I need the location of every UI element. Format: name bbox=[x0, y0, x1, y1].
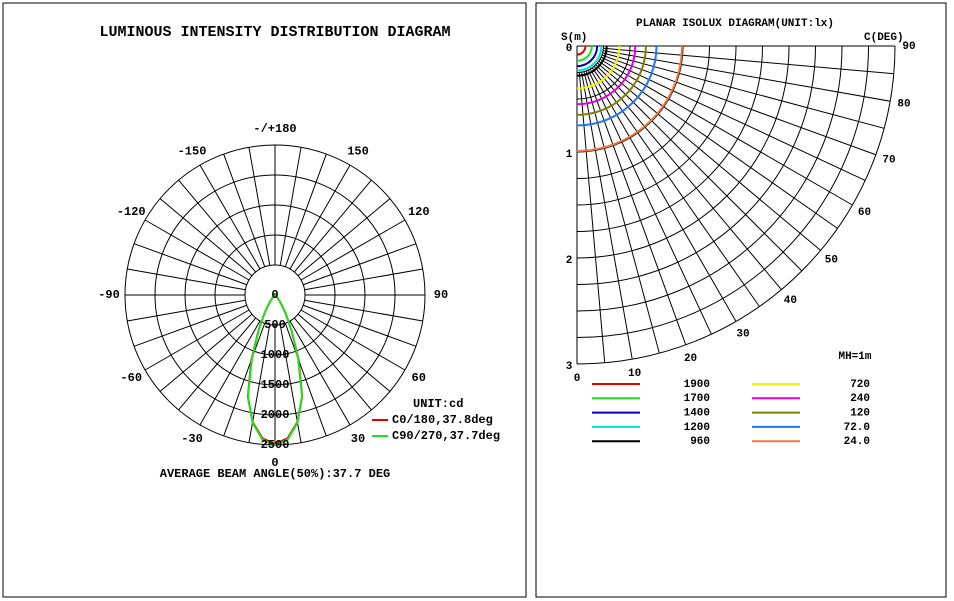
angle-tick-label: 50 bbox=[825, 254, 838, 266]
legend-label: 240 bbox=[850, 393, 870, 405]
legend-label: 24.0 bbox=[844, 436, 870, 448]
angle-tick-label: 20 bbox=[684, 353, 697, 365]
isolux-contour bbox=[576, 45, 637, 106]
spoke-grid-line bbox=[603, 47, 894, 75]
spoke-grid-line bbox=[593, 65, 782, 290]
ring-grid-line bbox=[576, 45, 896, 365]
legend-label: 1700 bbox=[684, 393, 710, 405]
angle-tick-label: 10 bbox=[628, 368, 641, 380]
legend-label: C0/180,37.8deg bbox=[392, 413, 493, 427]
spoke-grid-line bbox=[585, 70, 687, 345]
ring-grid-line bbox=[576, 45, 763, 232]
spoke-grid-line bbox=[600, 56, 866, 181]
angle-tick-label: 80 bbox=[897, 99, 910, 111]
isolux-contour bbox=[576, 45, 658, 127]
radial-tick-label: 500 bbox=[264, 318, 286, 332]
angle-tick-label: 0 bbox=[574, 373, 581, 385]
radial-tick-label: 1500 bbox=[261, 378, 290, 392]
isolux-contour bbox=[576, 45, 683, 152]
y-tick-label: 2 bbox=[566, 255, 573, 267]
legend-label: 720 bbox=[850, 379, 870, 391]
angle-tick-label: 60 bbox=[412, 371, 426, 385]
isolux-contour bbox=[576, 45, 593, 62]
legend-label: C90/270,37.7deg bbox=[392, 429, 500, 443]
ring-grid-line bbox=[576, 45, 604, 73]
angle-tick-label: 40 bbox=[784, 295, 797, 307]
legend-label: 1200 bbox=[684, 422, 710, 434]
ring-grid-line bbox=[576, 45, 843, 312]
angle-tick-label: -60 bbox=[120, 371, 142, 385]
ring-grid-line bbox=[576, 45, 631, 100]
y-tick-label: 0 bbox=[566, 43, 573, 55]
isolux-contour bbox=[576, 45, 603, 72]
spoke-grid-line bbox=[595, 64, 803, 272]
radial-tick-label: 1000 bbox=[261, 348, 290, 362]
spoke-grid-line bbox=[601, 54, 876, 156]
legend-label: 960 bbox=[690, 436, 710, 448]
spoke-grid-line bbox=[589, 68, 737, 322]
ring-grid-line bbox=[576, 45, 816, 285]
ring-grid-line bbox=[214, 234, 336, 356]
angle-tick-label: 70 bbox=[882, 154, 895, 166]
angle-tick-label: -120 bbox=[117, 205, 146, 219]
isolux-contour bbox=[576, 45, 608, 77]
isolux-contour bbox=[576, 45, 587, 56]
angle-tick-label: 150 bbox=[347, 144, 369, 158]
chart-title: PLANAR ISOLUX DIAGRAM(UNIT:lx) bbox=[636, 18, 834, 30]
angle-tick-label: 90 bbox=[902, 41, 915, 53]
legend-label: 1400 bbox=[684, 408, 710, 420]
radial-tick-label: 2000 bbox=[261, 408, 290, 422]
intensity-curve bbox=[246, 294, 304, 447]
spoke-grid-line bbox=[596, 62, 821, 251]
isolux-contour bbox=[576, 45, 621, 90]
ring-grid-line bbox=[576, 45, 737, 206]
angle-tick-label: 120 bbox=[408, 205, 430, 219]
ring-grid-line bbox=[184, 204, 366, 386]
angle-tick-label: -/+180 bbox=[253, 122, 296, 136]
y-axis-label: S(m) bbox=[561, 32, 587, 44]
spoke-grid-line bbox=[602, 52, 885, 129]
isolux-contour bbox=[576, 45, 647, 116]
right-panel bbox=[535, 2, 947, 598]
footer-note: AVERAGE BEAM ANGLE(50%):37.7 DEG bbox=[160, 467, 390, 481]
ring-grid-line bbox=[154, 174, 396, 416]
y-tick-label: 1 bbox=[566, 149, 573, 161]
radial-tick-label: 0 bbox=[271, 288, 278, 302]
angle-tick-label: 60 bbox=[858, 207, 871, 219]
spoke-grid-line bbox=[603, 50, 891, 102]
ring-grid-line bbox=[576, 45, 710, 179]
angle-tick-label: -30 bbox=[181, 432, 203, 446]
spoke-grid-line bbox=[583, 71, 660, 354]
spoke-grid-line bbox=[587, 69, 712, 335]
angle-tick-label: 90 bbox=[434, 288, 448, 302]
spoke-grid-line bbox=[578, 72, 606, 363]
spoke-grid-line bbox=[599, 58, 853, 206]
mounting-height-note: MH=1m bbox=[838, 351, 871, 363]
c-axis-label: C(DEG) bbox=[864, 32, 904, 44]
chart-title: LUMINOUS INTENSITY DISTRIBUTION DIAGRAM bbox=[99, 24, 450, 41]
ring-grid-line bbox=[244, 264, 306, 326]
ring-grid-line bbox=[576, 45, 790, 259]
radial-tick-label: 2500 bbox=[261, 438, 290, 452]
ring-grid-line bbox=[576, 45, 869, 338]
legend-label: 120 bbox=[850, 408, 870, 420]
y-tick-label: 3 bbox=[566, 361, 573, 373]
angle-tick-label: 30 bbox=[736, 328, 749, 340]
angle-tick-label: -150 bbox=[178, 144, 207, 158]
unit-label: UNIT:cd bbox=[413, 397, 463, 411]
legend-label: 1900 bbox=[684, 379, 710, 391]
legend-label: 72.0 bbox=[844, 422, 870, 434]
angle-tick-label: 30 bbox=[351, 432, 365, 446]
left-panel bbox=[2, 2, 527, 598]
spoke-grid-line bbox=[591, 67, 760, 307]
spoke-grid-line bbox=[581, 72, 633, 360]
isolux-contour bbox=[576, 45, 599, 68]
angle-tick-label: -90 bbox=[98, 288, 120, 302]
angle-tick-label: 0 bbox=[271, 456, 278, 470]
spoke-grid-line bbox=[598, 60, 838, 229]
